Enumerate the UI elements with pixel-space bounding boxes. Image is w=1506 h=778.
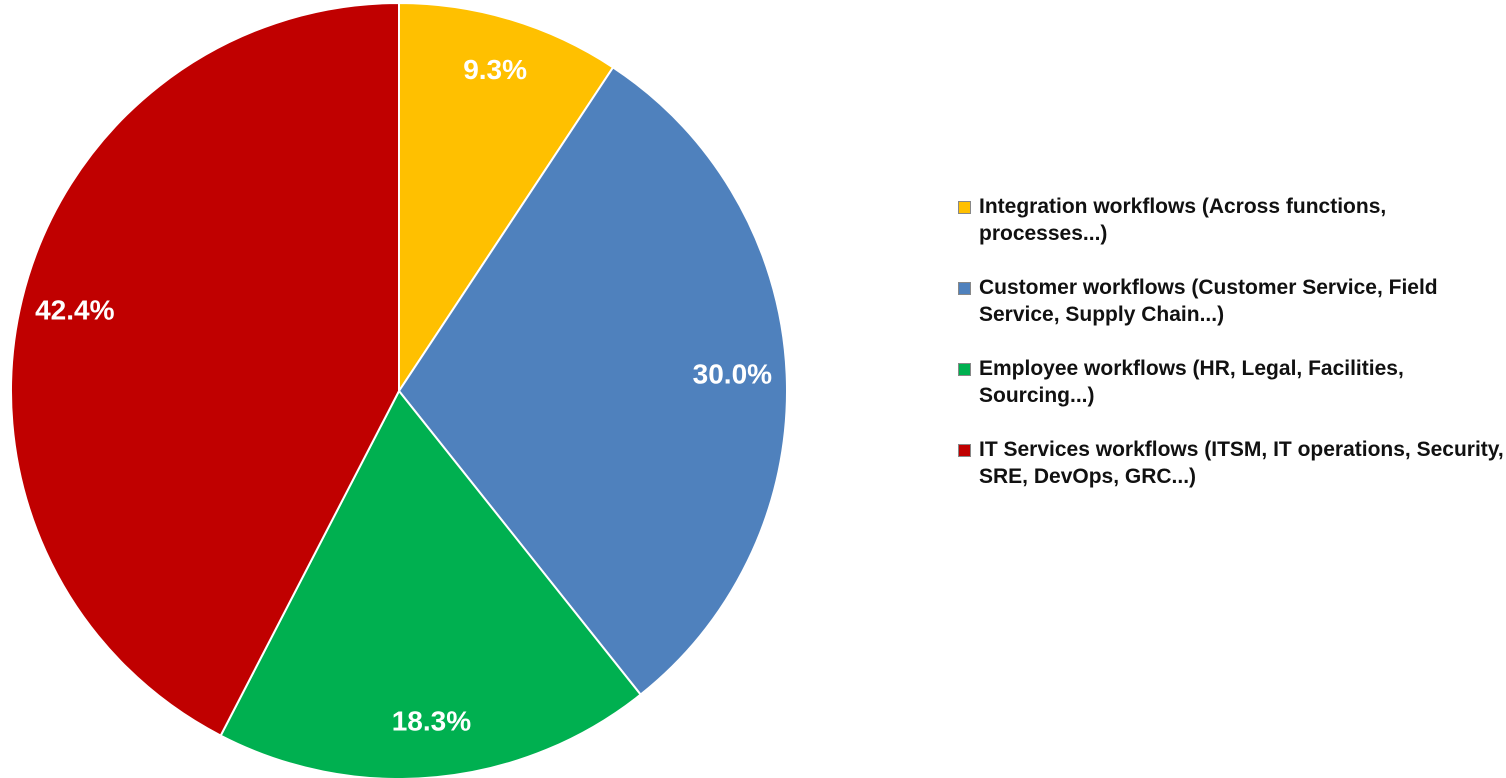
- data-label: 18.3%: [392, 705, 471, 736]
- legend-item: Integration workflows (Across functions,…: [958, 193, 1504, 247]
- data-label: 30.0%: [693, 359, 772, 390]
- legend-swatch: [958, 201, 971, 214]
- legend-label: Integration workflows (Across functions,…: [979, 195, 1387, 245]
- legend: Integration workflows (Across functions,…: [958, 193, 1504, 517]
- legend-swatch: [958, 444, 971, 457]
- pie-slice: [219, 389, 643, 778]
- pie-slice: [397, 65, 788, 696]
- pie-slice: [398, 1, 615, 395]
- data-label: 9.3%: [463, 54, 527, 85]
- pie-slice: [10, 1, 400, 737]
- legend-item: IT Services workflows (ITSM, IT operatio…: [958, 436, 1504, 490]
- legend-item: Customer workflows (Customer Service, Fi…: [958, 274, 1504, 328]
- legend-label: Employee workflows (HR, Legal, Facilitie…: [979, 357, 1404, 407]
- legend-item: Employee workflows (HR, Legal, Facilitie…: [958, 355, 1504, 409]
- data-label: 42.4%: [35, 294, 114, 325]
- legend-swatch: [958, 282, 971, 295]
- legend-label: IT Services workflows (ITSM, IT operatio…: [979, 438, 1504, 488]
- legend-label: Customer workflows (Customer Service, Fi…: [979, 276, 1438, 326]
- legend-swatch: [958, 363, 971, 376]
- pie-area: 9.3% 30.0% 18.3% 42.4%: [10, 1, 788, 778]
